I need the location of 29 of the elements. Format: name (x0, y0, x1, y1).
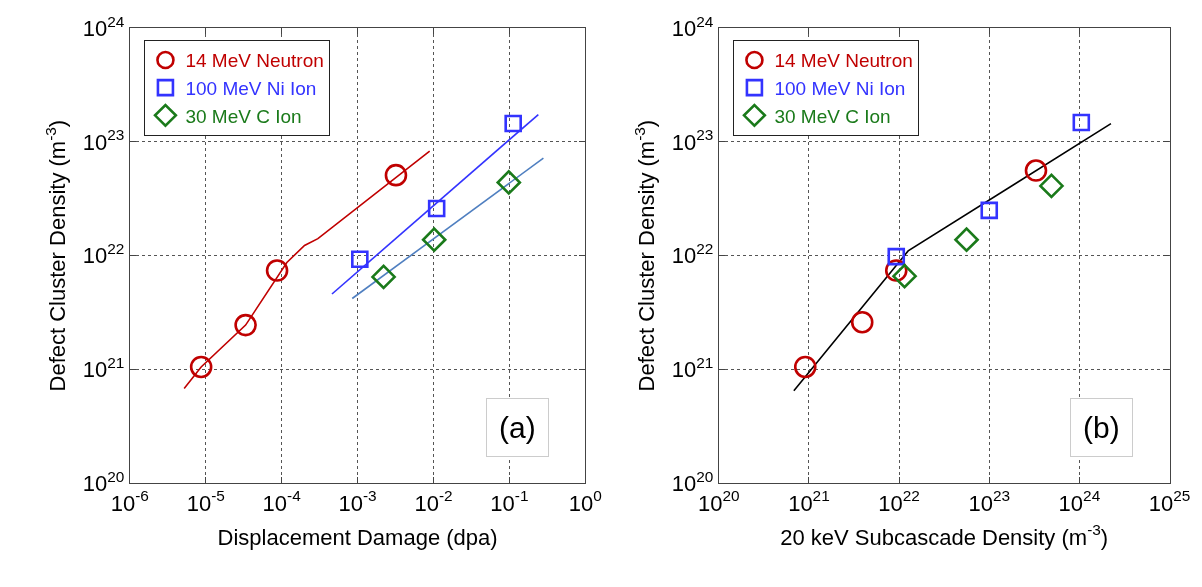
x-tick-label: 10$^{0}$ (568, 487, 602, 516)
x-tick-label: 10$^{25}$ (1148, 487, 1191, 516)
x-tick-label: 10$^{-3}$ (338, 487, 377, 516)
y-tick-label: 10$^{22}$ (82, 240, 125, 269)
annotation: (a) (499, 411, 536, 444)
x-tick-label: 10$^{-1}$ (490, 487, 529, 516)
y-tick-label: 10$^{23}$ (671, 126, 714, 155)
annotation: (b) (1083, 411, 1120, 444)
x-axis-title: Displacement Damage (dpa) (217, 524, 498, 550)
y-tick-label: 10$^{24}$ (82, 12, 125, 41)
y-tick-label: 10$^{22}$ (671, 240, 714, 269)
legend-label: 100 MeV Ni Ion (774, 78, 906, 100)
x-tick-label: 10$^{21}$ (788, 487, 830, 516)
x-tick-label: 10$^{24}$ (1058, 487, 1101, 516)
legend-label: 30 MeV C Ion (185, 105, 302, 127)
y-tick-label: 10$^{21}$ (82, 353, 125, 383)
legend-label: 14 MeV Neutron (774, 50, 913, 72)
y-tick-label: 10$^{23}$ (82, 126, 125, 155)
x-tick-label: 10$^{-4}$ (262, 487, 302, 516)
legend-label: 100 MeV Ni Ion (185, 78, 317, 100)
y-tick-label: 10$^{21}$ (671, 353, 714, 383)
x-axis-title: 20 keV Subcascade Density (m$^{-3}$) (780, 521, 1109, 550)
x-tick-label: 10$^{-2}$ (414, 487, 453, 516)
y-tick-label: 10$^{24}$ (671, 12, 714, 41)
legend-label: 14 MeV Neutron (185, 50, 324, 72)
legend-label: 30 MeV C Ion (774, 105, 891, 127)
x-tick-label: 10$^{23}$ (968, 487, 1011, 516)
x-tick-label: 10$^{22}$ (878, 487, 920, 516)
x-tick-label: 10$^{-5}$ (186, 487, 225, 516)
